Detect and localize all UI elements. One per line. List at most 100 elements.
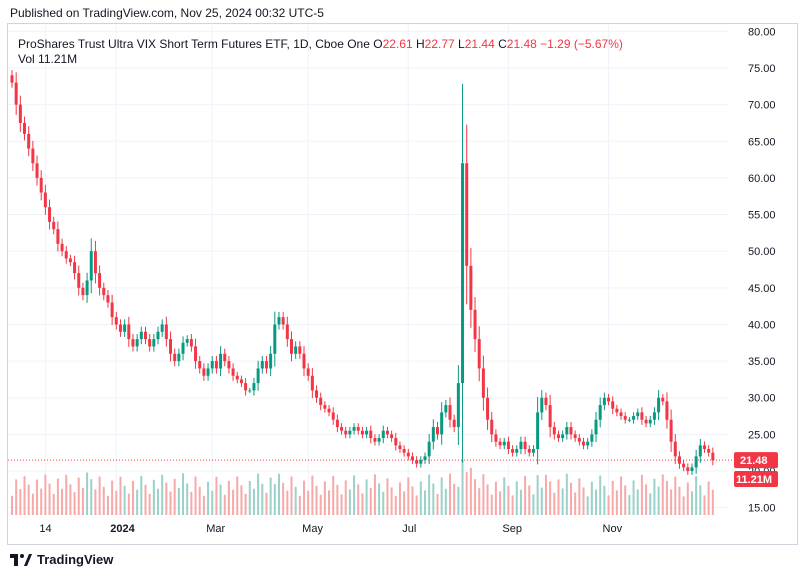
- y-tick-label: 65.00: [748, 136, 776, 148]
- volume-bar: [670, 489, 673, 515]
- candle-body: [264, 361, 268, 369]
- x-tick-label: Nov: [603, 523, 623, 535]
- volume-bar: [282, 482, 285, 515]
- volume-bar: [232, 489, 235, 515]
- volume-bar: [90, 479, 93, 515]
- candle-body: [56, 229, 60, 244]
- volume-bar: [469, 467, 472, 515]
- candle-body: [690, 467, 694, 472]
- volume-bar: [357, 484, 360, 515]
- footer-brand-label: TradingView: [37, 552, 114, 567]
- candle-body: [181, 342, 185, 354]
- candles: [10, 70, 715, 475]
- volume-bar: [165, 482, 168, 515]
- candle-body: [231, 368, 235, 376]
- legend-change: −1.29 (−5.67%): [540, 37, 623, 51]
- candle-body: [427, 441, 431, 457]
- volume-bar: [620, 476, 623, 515]
- candle-body: [623, 416, 627, 420]
- footer-brand[interactable]: TradingView: [10, 552, 113, 567]
- candle-body: [377, 438, 381, 442]
- volume-bar: [77, 477, 80, 515]
- volume-bar: [123, 485, 126, 515]
- candle-body: [281, 317, 285, 325]
- volume-bar: [645, 484, 648, 515]
- volume-bar: [152, 479, 155, 515]
- candle-body: [548, 405, 552, 428]
- legend-symbol: ProShares Trust Ultra VIX Short Term Fut…: [18, 37, 370, 51]
- candle-body: [682, 463, 686, 468]
- volume-legend: Vol 11.21M: [18, 52, 77, 66]
- candle-body: [477, 339, 481, 369]
- chart-frame[interactable]: [7, 23, 798, 545]
- candle-body: [131, 339, 135, 347]
- volume-bar: [48, 483, 51, 515]
- candle-body: [348, 430, 352, 435]
- candle-body: [85, 280, 89, 296]
- candle-body: [302, 353, 306, 369]
- y-axis: 80.00 75.00 70.00 65.00 60.00 55.00 50.00 45.00…: [748, 26, 776, 514]
- volume-bar: [603, 485, 606, 515]
- volume-bar: [194, 476, 197, 515]
- candle-body: [223, 353, 227, 362]
- volume-bar: [98, 476, 101, 515]
- volume-bar: [611, 480, 614, 515]
- candle-body: [60, 243, 64, 252]
- volume-bar: [490, 494, 493, 515]
- candle-body: [573, 434, 577, 439]
- candle-body: [81, 287, 85, 296]
- candle-body: [52, 221, 56, 230]
- volume-bar: [69, 484, 72, 515]
- price-tag-label: 21.48: [740, 455, 768, 467]
- volume-bars: [11, 460, 714, 515]
- candle-body: [669, 419, 673, 442]
- candle-body: [189, 339, 193, 347]
- candle-body: [556, 434, 560, 439]
- candle-body: [206, 368, 210, 376]
- candle-body: [43, 192, 47, 208]
- candle-body: [627, 419, 631, 421]
- volume-bar: [553, 492, 556, 515]
- candle-body: [35, 163, 39, 178]
- volume-bar: [161, 474, 164, 515]
- candle-body: [607, 397, 611, 402]
- candle-body: [648, 419, 652, 424]
- candle-body: [698, 445, 702, 457]
- volume-bar: [273, 484, 276, 515]
- candle-body: [31, 148, 35, 164]
- legend-c-label: C: [498, 37, 507, 51]
- volume-bar: [624, 485, 627, 515]
- candle-body: [640, 412, 644, 420]
- volume-bar: [111, 480, 114, 515]
- volume-bar: [294, 486, 297, 515]
- volume-bar: [186, 483, 189, 515]
- candle-body: [431, 427, 435, 442]
- volume-bar: [240, 485, 243, 515]
- candle-body: [415, 460, 419, 464]
- volume-bar: [369, 487, 372, 515]
- candle-body: [360, 430, 364, 435]
- candle-body: [344, 430, 348, 435]
- candle-body: [677, 456, 681, 464]
- y-tick-label: 40.00: [748, 319, 776, 331]
- volume-bar: [157, 488, 160, 515]
- volume-bar: [657, 486, 660, 515]
- candle-body: [486, 397, 490, 420]
- candle-body: [23, 122, 27, 134]
- legend-l-value: 21.44: [464, 37, 495, 51]
- volume-bar: [432, 483, 435, 515]
- volume-bar: [219, 484, 222, 515]
- volume-bar: [303, 480, 306, 515]
- candle-body: [27, 133, 31, 149]
- candle-body: [285, 324, 289, 340]
- volume-bar: [653, 478, 656, 515]
- y-tick-label: 30.00: [748, 393, 776, 405]
- candle-body: [269, 353, 273, 369]
- y-tick-label: 55.00: [748, 210, 776, 222]
- volume-bar: [353, 475, 356, 515]
- candle-body: [310, 375, 314, 391]
- volume-bar: [319, 494, 322, 515]
- candle-body: [77, 273, 81, 288]
- volume-bar: [607, 495, 610, 515]
